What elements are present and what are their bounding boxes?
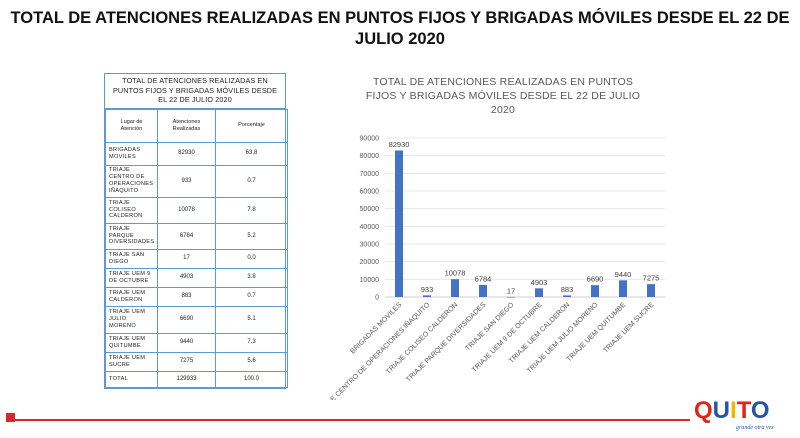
header-place: Lugar de Atención bbox=[105, 108, 158, 143]
x-category-label: TRIAJE SAN DIEGO bbox=[465, 301, 516, 352]
footer-square bbox=[6, 413, 15, 422]
cell-percentage: 7.8 bbox=[215, 196, 288, 224]
bar-chart: 0 10000 20000 30000 40000 50000 60000 70000 8000… bbox=[330, 136, 665, 400]
cell-percentage: 3.8 bbox=[215, 267, 288, 288]
cell-place: TRIAJE UEM CALDERON bbox=[105, 286, 158, 307]
cell-place: TRIAJE UEM JULIO MORENO bbox=[105, 305, 158, 334]
logo-tagline: grande otra vez bbox=[736, 425, 774, 431]
y-tick-label: 90000 bbox=[360, 136, 380, 143]
y-tick-label: 80000 bbox=[360, 153, 380, 160]
logo-wordmark: QUITO bbox=[694, 397, 770, 424]
data-table: TOTAL DE ATENCIONES REALIZADAS EN PUNTOS… bbox=[104, 73, 288, 389]
data-label: 883 bbox=[561, 285, 574, 294]
bar bbox=[479, 285, 487, 297]
cell-count: 4903 bbox=[157, 267, 216, 288]
data-label: 10078 bbox=[445, 269, 466, 278]
data-label: 6784 bbox=[475, 275, 492, 284]
table-row: TRIAJE SAN DIEGO 17 0.0 bbox=[105, 248, 288, 269]
table-header-row: Lugar de Atención Atenciones Realizadas … bbox=[105, 108, 288, 143]
bar bbox=[451, 279, 459, 297]
data-label: 4903 bbox=[531, 278, 548, 287]
bar bbox=[507, 296, 515, 298]
gridlines bbox=[385, 137, 665, 298]
bar bbox=[563, 295, 571, 297]
header-percentage: Porcentaje bbox=[215, 108, 288, 143]
table-row: TRIAJE PARQUE DIVERSIDADES 6784 5.2 bbox=[105, 222, 288, 250]
cell-total-count: 129933 bbox=[157, 370, 216, 388]
bar bbox=[619, 280, 627, 297]
cell-place: TRIAJE UEM QUITUMBE bbox=[105, 332, 158, 353]
bars bbox=[395, 150, 655, 298]
bar bbox=[395, 150, 403, 297]
table-row: TRIAJE UEM CALDERON 883 0.7 bbox=[105, 286, 288, 307]
y-tick-label: 20000 bbox=[360, 259, 380, 266]
cell-count: 7275 bbox=[157, 351, 216, 372]
x-category-label: TRIAJE CENTRO DE OPERACIONES IÑAQUITO bbox=[330, 300, 432, 400]
data-label: 6690 bbox=[587, 275, 604, 284]
data-label: 7275 bbox=[643, 274, 660, 283]
x-category-label: BRIGADAS MOVILES bbox=[349, 301, 403, 355]
y-tick-label: 0 bbox=[375, 295, 379, 302]
cell-count: 6784 bbox=[157, 222, 216, 250]
cell-percentage: 7.3 bbox=[215, 332, 288, 353]
table-row: TRIAJE UEM JULIO MORENO 6690 5.1 bbox=[105, 305, 288, 334]
x-axis-categories: BRIGADAS MOVILESTRIAJE CENTRO DE OPERACI… bbox=[330, 300, 656, 400]
cell-count: 9440 bbox=[157, 332, 216, 353]
table-row: TRIAJE CENTRO DE OPERACIONES IÑAQUITO 93… bbox=[105, 164, 288, 198]
cell-count: 17 bbox=[157, 248, 216, 269]
data-label: 17 bbox=[507, 286, 515, 295]
y-tick-label: 10000 bbox=[360, 277, 380, 284]
table-row: TRIAJE UEM 9 DE OCTUBRE 4903 3.8 bbox=[105, 267, 288, 288]
cell-percentage: 5.1 bbox=[215, 305, 288, 334]
quito-logo: QUITO grande otra vez bbox=[694, 397, 774, 431]
cell-count: 10078 bbox=[157, 196, 216, 224]
table-row: TRIAJE COLISEO CALDERON 10078 7.8 bbox=[105, 196, 288, 224]
cell-percentage: 0.0 bbox=[215, 248, 288, 269]
data-labels: 82930 933 10078 6784 17 4903 883 6690 9440 7275 bbox=[389, 140, 660, 295]
bar bbox=[647, 284, 655, 297]
bar bbox=[423, 295, 431, 297]
cell-place: BRIGADAS MOVILES bbox=[105, 141, 158, 166]
table-total-row: TOTAL 129933 100.0 bbox=[105, 370, 288, 388]
cell-place: TRIAJE SAN DIEGO bbox=[105, 248, 158, 269]
cell-place: TRIAJE PARQUE DIVERSIDADES bbox=[105, 222, 158, 250]
cell-place: TRIAJE CENTRO DE OPERACIONES IÑAQUITO bbox=[105, 164, 158, 198]
cell-total-label: TOTAL bbox=[105, 370, 158, 388]
cell-count: 883 bbox=[157, 286, 216, 307]
attention-table: Lugar de Atención Atenciones Realizadas … bbox=[105, 108, 288, 388]
cell-place: TRIAJE UEM 9 DE OCTUBRE bbox=[105, 267, 158, 288]
y-tick-label: 50000 bbox=[360, 206, 380, 213]
cell-percentage: 5.6 bbox=[215, 351, 288, 372]
page-title: TOTAL DE ATENCIONES REALIZADAS EN PUNTOS… bbox=[10, 9, 790, 48]
cell-total-percentage: 100.0 bbox=[215, 370, 288, 388]
cell-percentage: 5.2 bbox=[215, 222, 288, 250]
bar bbox=[535, 288, 543, 297]
data-label: 9440 bbox=[615, 270, 632, 279]
cell-count: 6690 bbox=[157, 305, 216, 334]
x-category-label: TRIAJE UEM SUCRE bbox=[602, 301, 655, 354]
cell-count: 82930 bbox=[157, 141, 216, 166]
cell-count: 933 bbox=[157, 164, 216, 198]
cell-place: TRIAJE UEM SUCRE bbox=[105, 351, 158, 372]
y-tick-label: 30000 bbox=[360, 242, 380, 249]
cell-percentage: 0.7 bbox=[215, 164, 288, 198]
y-tick-label: 40000 bbox=[360, 224, 380, 231]
cell-percentage: 63.8 bbox=[215, 141, 288, 166]
table-row: TRIAJE UEM QUITUMBE 9440 7.3 bbox=[105, 332, 288, 353]
y-axis-ticks: 0 10000 20000 30000 40000 50000 60000 70000 8000… bbox=[360, 136, 380, 302]
cell-place: TRIAJE COLISEO CALDERON bbox=[105, 196, 158, 224]
chart-title: TOTAL DE ATENCIONES REALIZADAS EN PUNTOS… bbox=[365, 76, 641, 116]
header-count: Atenciones Realizadas bbox=[157, 108, 216, 143]
y-tick-label: 70000 bbox=[360, 171, 380, 178]
bar bbox=[591, 285, 599, 297]
table-caption: TOTAL DE ATENCIONES REALIZADAS EN PUNTOS… bbox=[105, 74, 285, 109]
cell-percentage: 0.7 bbox=[215, 286, 288, 307]
footer-line bbox=[14, 419, 690, 421]
table-row: BRIGADAS MOVILES 82930 63.8 bbox=[105, 141, 288, 166]
data-label: 82930 bbox=[389, 140, 410, 149]
data-label: 933 bbox=[421, 285, 434, 294]
table-row: TRIAJE UEM SUCRE 7275 5.6 bbox=[105, 351, 288, 372]
y-tick-label: 60000 bbox=[360, 189, 380, 196]
